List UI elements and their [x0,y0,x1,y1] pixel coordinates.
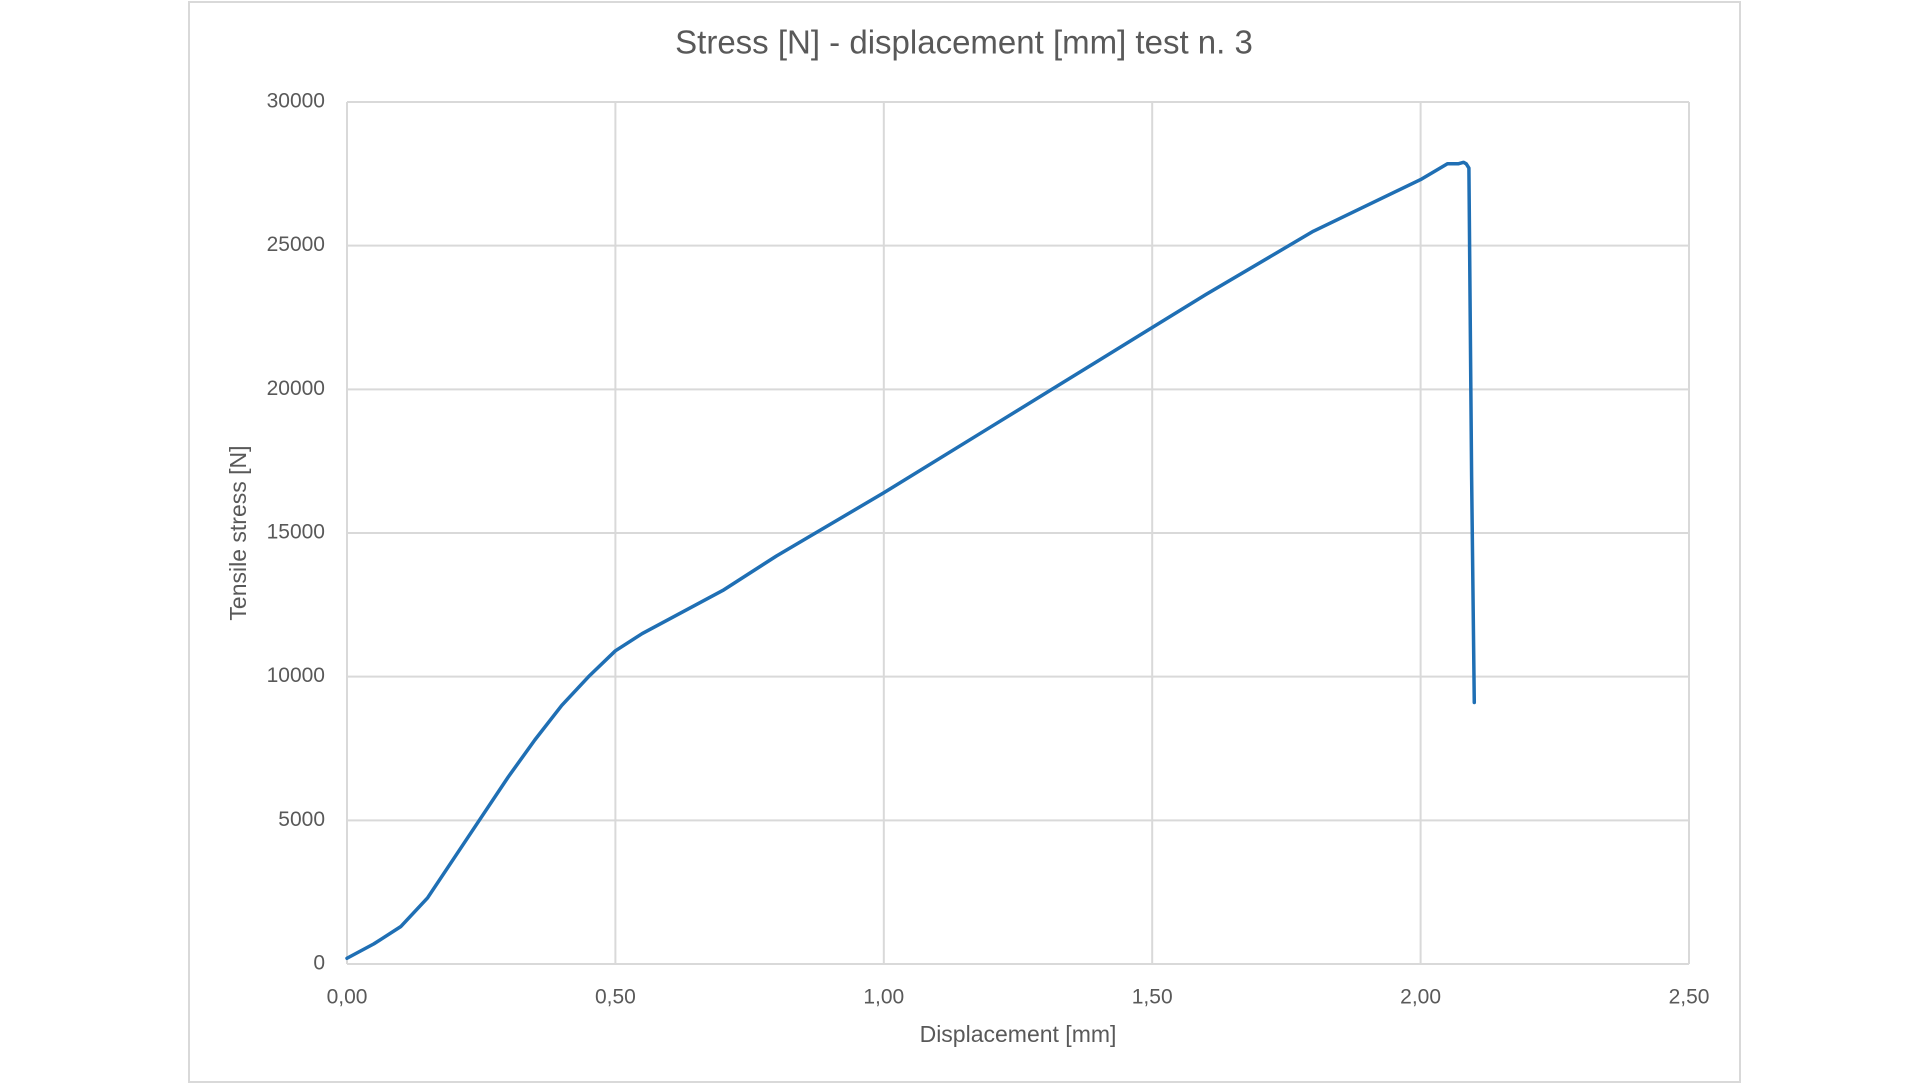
x-tick-label: 2,00 [1400,986,1441,1009]
x-axis-title: Displacement [mm] [920,1021,1117,1047]
x-tick-label: 0,00 [327,986,368,1009]
y-tick-label: 30000 [267,90,325,113]
x-tick-label: 2,50 [1669,986,1710,1009]
y-tick-label: 20000 [267,377,325,400]
x-tick-label: 1,50 [1132,986,1173,1009]
grid [346,101,1690,965]
y-tick-label: 0 [313,952,325,975]
x-tick-label: 1,00 [863,986,904,1009]
series-line [345,160,1477,960]
chart-title: Stress [N] - displacement [mm] test n. 3 [675,24,1253,61]
y-tick-label: 25000 [267,233,325,256]
y-axis-title: Tensile stress [N] [225,445,251,620]
y-axis-ticks: 0 5000 10000 15000 20000 25000 30000 [267,90,325,975]
series-layer [345,160,1477,960]
y-tick-label: 15000 [267,521,325,544]
y-tick-label: 5000 [278,808,325,831]
x-axis-ticks: 0,00 0,50 1,00 1,50 2,00 2,50 [327,986,1710,1009]
chart-frame [188,1,1741,1083]
y-tick-label: 10000 [267,664,325,687]
x-tick-label: 0,50 [595,986,636,1009]
